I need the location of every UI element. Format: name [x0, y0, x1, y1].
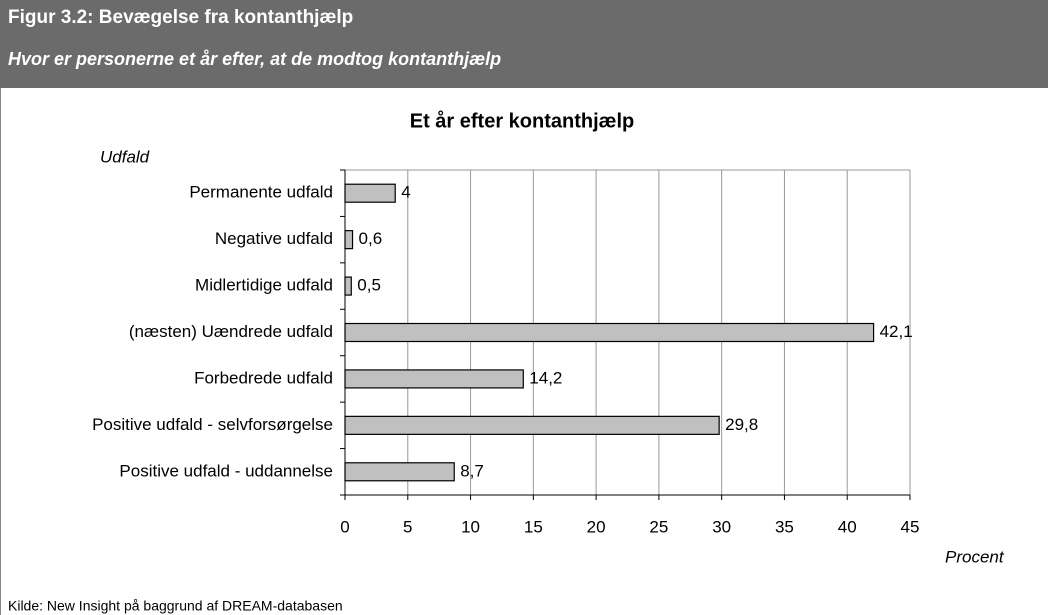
- x-tick-label: 30: [712, 517, 731, 536]
- figure-subtitle: Hvor er personerne et år efter, at de mo…: [8, 49, 501, 69]
- value-label: 0,5: [357, 276, 381, 295]
- bar: [344, 183, 396, 203]
- value-label: 29,8: [725, 415, 758, 434]
- y-tick-label: Permanente udfald: [189, 183, 333, 202]
- bar: [344, 369, 524, 389]
- x-tick-label: 15: [524, 517, 543, 536]
- x-tick-label: 25: [649, 517, 668, 536]
- bar: [344, 462, 455, 482]
- bar: [344, 230, 354, 250]
- value-label: 14,2: [529, 368, 562, 387]
- y-tick-label: Forbedrede udfald: [194, 368, 333, 387]
- header-band: [0, 0, 1048, 88]
- x-tick-label: 0: [340, 517, 349, 536]
- value-label: 4: [401, 183, 410, 202]
- x-axis-label: Procent: [945, 547, 1005, 566]
- x-tick-label: 45: [901, 517, 920, 536]
- x-tick-label: 40: [838, 517, 857, 536]
- y-tick-label: Positive udfald - selvforsørgelse: [92, 415, 333, 434]
- x-tick-label: 10: [461, 517, 480, 536]
- chart-title: Et år efter kontanthjælp: [410, 109, 634, 132]
- source: Kilde: New Insight på baggrund af DREAM-…: [8, 598, 343, 614]
- value-label: 42,1: [880, 322, 913, 341]
- y-tick-label: (næsten) Uændrede udfald: [129, 322, 333, 341]
- y-tick-label: Negative udfald: [215, 229, 333, 248]
- bar: [344, 322, 875, 343]
- value-label: 0,6: [359, 229, 383, 248]
- y-axis-label: Udfald: [100, 147, 150, 166]
- x-tick-label: 5: [403, 517, 412, 536]
- x-tick-label: 35: [775, 517, 794, 536]
- y-tick-label: Positive udfald - uddannelse: [119, 461, 333, 480]
- bar: [344, 415, 720, 435]
- figure-title: Figur 3.2: Bevægelse fra kontanthjælp: [8, 7, 353, 28]
- x-tick-label: 20: [587, 517, 606, 536]
- y-tick-label: Midlertidige udfald: [195, 276, 333, 295]
- bar: [344, 276, 352, 296]
- value-label: 8,7: [460, 461, 484, 480]
